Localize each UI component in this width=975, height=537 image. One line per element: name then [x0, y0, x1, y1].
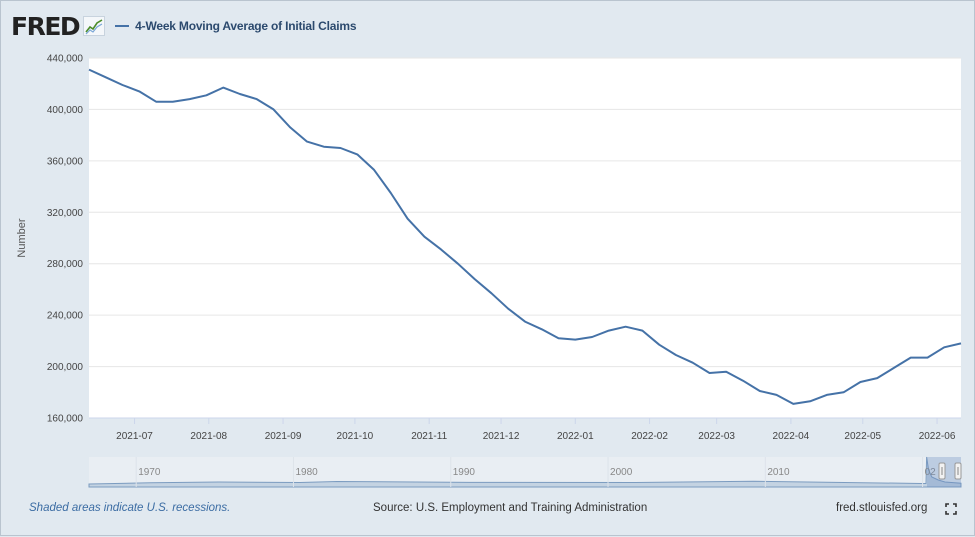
x-tick-label: 2021-10	[337, 431, 374, 442]
y-axis-title: Number	[16, 218, 28, 257]
x-tick-label: 2022-04	[773, 431, 810, 442]
y-axis: 160,000 200,000 240,000 280,000 320,000 360,0…	[47, 54, 84, 425]
y-tick-label: 280,000	[47, 259, 84, 270]
navigator-tick-label: 2000	[610, 467, 633, 478]
y-tick-label: 440,000	[47, 54, 84, 65]
x-tick-label: 2022-05	[844, 431, 881, 442]
navigator-tick-label: 1970	[138, 467, 161, 478]
chart-header: FRED 4-Week Moving Average of Initial Cl…	[11, 11, 357, 41]
x-tick-label: 2022-06	[919, 431, 956, 442]
x-tick-label: 2022-02	[631, 431, 668, 442]
x-tick-label: 2021-07	[116, 431, 153, 442]
fred-logo-text: FRED	[11, 11, 81, 41]
source-note: Source: U.S. Employment and Training Adm…	[373, 502, 648, 514]
x-tick-label: 2021-11	[411, 431, 447, 442]
legend-label: 4-Week Moving Average of Initial Claims	[135, 19, 357, 33]
x-tick-label: 2021-09	[265, 431, 302, 442]
x-tick-label: 2021-12	[483, 431, 520, 442]
site-link[interactable]: fred.stlouisfed.org	[836, 502, 928, 514]
series-line[interactable]	[88, 68, 962, 405]
y-tick-label: 240,000	[47, 311, 84, 322]
plot-area	[89, 58, 961, 418]
navigator-series-area	[88, 456, 962, 488]
legend-swatch	[115, 25, 130, 27]
series-group	[88, 68, 962, 405]
recession-note: Shaded areas indicate U.S. recessions.	[29, 502, 231, 514]
fred-logo[interactable]: FRED	[11, 11, 106, 41]
navigator-tick-label: 02	[925, 467, 937, 478]
x-tick-label: 2021-08	[190, 431, 227, 442]
x-tick-label: 2022-01	[557, 431, 594, 442]
x-axis: 2021-07 2021-08 2021-09 2021-10 2021-11 2021-…	[89, 417, 961, 442]
legend-item[interactable]: 4-Week Moving Average of Initial Claims	[115, 19, 357, 33]
navigator-tick-label: 1980	[295, 467, 318, 478]
navigator-tick-label: 1990	[453, 467, 476, 478]
y-tick-label: 160,000	[47, 414, 84, 425]
y-tick-label: 360,000	[47, 156, 84, 167]
x-tick-label: 2022-03	[698, 431, 735, 442]
navigator-tick-label: 2010	[767, 467, 790, 478]
y-tick-label: 320,000	[47, 208, 84, 219]
y-tick-label: 400,000	[47, 105, 84, 116]
y-tick-label: 200,000	[47, 362, 84, 373]
fullscreen-icon[interactable]	[945, 503, 957, 515]
navigator-axis: 1970 1980 1990 2000 2010 02	[135, 457, 937, 487]
trend-line-icon	[83, 16, 106, 36]
navigator[interactable]: 1970 1980 1990 2000 2010 02	[88, 456, 962, 488]
